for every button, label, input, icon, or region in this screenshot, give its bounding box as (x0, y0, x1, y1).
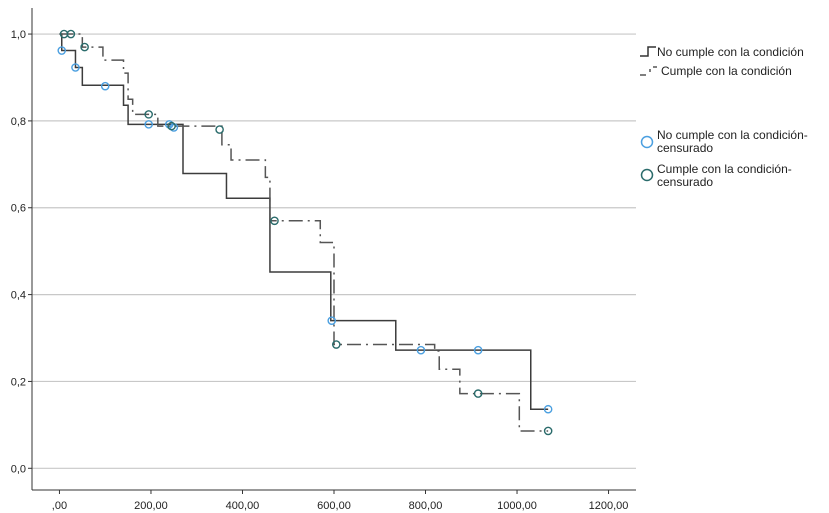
censor-marker (215, 125, 224, 134)
legend-swatch-circle-teal (640, 168, 654, 182)
censor-marker (473, 345, 483, 355)
axes: 0,0 0,2 0,4 0,6 0,8 1,0 ,00 200,00 400,00 600,00 8… (11, 8, 636, 512)
censor-marker (543, 426, 553, 436)
y-tick-label: 0,4 (11, 290, 26, 302)
legend-label: Cumple con la condición-censurado (657, 162, 792, 189)
series-layer (59, 33, 549, 432)
legend-swatch-circle-blue (640, 135, 654, 149)
censor-marker (80, 42, 89, 52)
x-tick-label: 800,00 (409, 500, 443, 512)
censor-marker (543, 404, 553, 414)
legend: No cumple con la condición Cumple con la … (640, 45, 808, 189)
censor-markers (57, 29, 553, 436)
censor-marker (144, 110, 153, 119)
censor-marker (57, 46, 67, 55)
censor-marker (71, 63, 80, 72)
censor-marker (331, 340, 341, 349)
censor-marker (473, 389, 483, 398)
legend-label: No cumple con la condición (657, 45, 804, 59)
gridlines (32, 33, 636, 469)
series-line-1 (59, 33, 549, 432)
censor-marker (416, 345, 426, 355)
x-tick-label: 1000,00 (497, 500, 537, 512)
censor-marker (66, 29, 76, 39)
x-tick-label: 600,00 (317, 500, 351, 512)
y-tick-label: 1,0 (11, 29, 26, 41)
censor-marker (100, 81, 110, 91)
x-tick-label: ,00 (52, 500, 67, 512)
y-tick-label: 0,2 (11, 376, 26, 388)
x-tick-label: 1200,00 (589, 500, 629, 512)
censor-marker (327, 316, 337, 325)
legend-swatch-dashdot-part (649, 66, 657, 72)
legend-swatch-solid (640, 46, 656, 57)
x-tick-label: 400,00 (226, 500, 260, 512)
censor-marker (144, 120, 153, 129)
y-tick-label: 0,6 (11, 203, 26, 215)
series-line-0 (59, 33, 549, 410)
y-tick-label: 0,0 (11, 463, 26, 475)
legend-label: Cumple con la condición (661, 64, 792, 78)
y-tick-label: 0,8 (11, 116, 26, 128)
legend-label: No cumple con la condición-censurado (657, 128, 808, 155)
x-tick-label: 200,00 (134, 500, 168, 512)
censor-marker (270, 216, 279, 226)
censor-marker (167, 121, 176, 131)
